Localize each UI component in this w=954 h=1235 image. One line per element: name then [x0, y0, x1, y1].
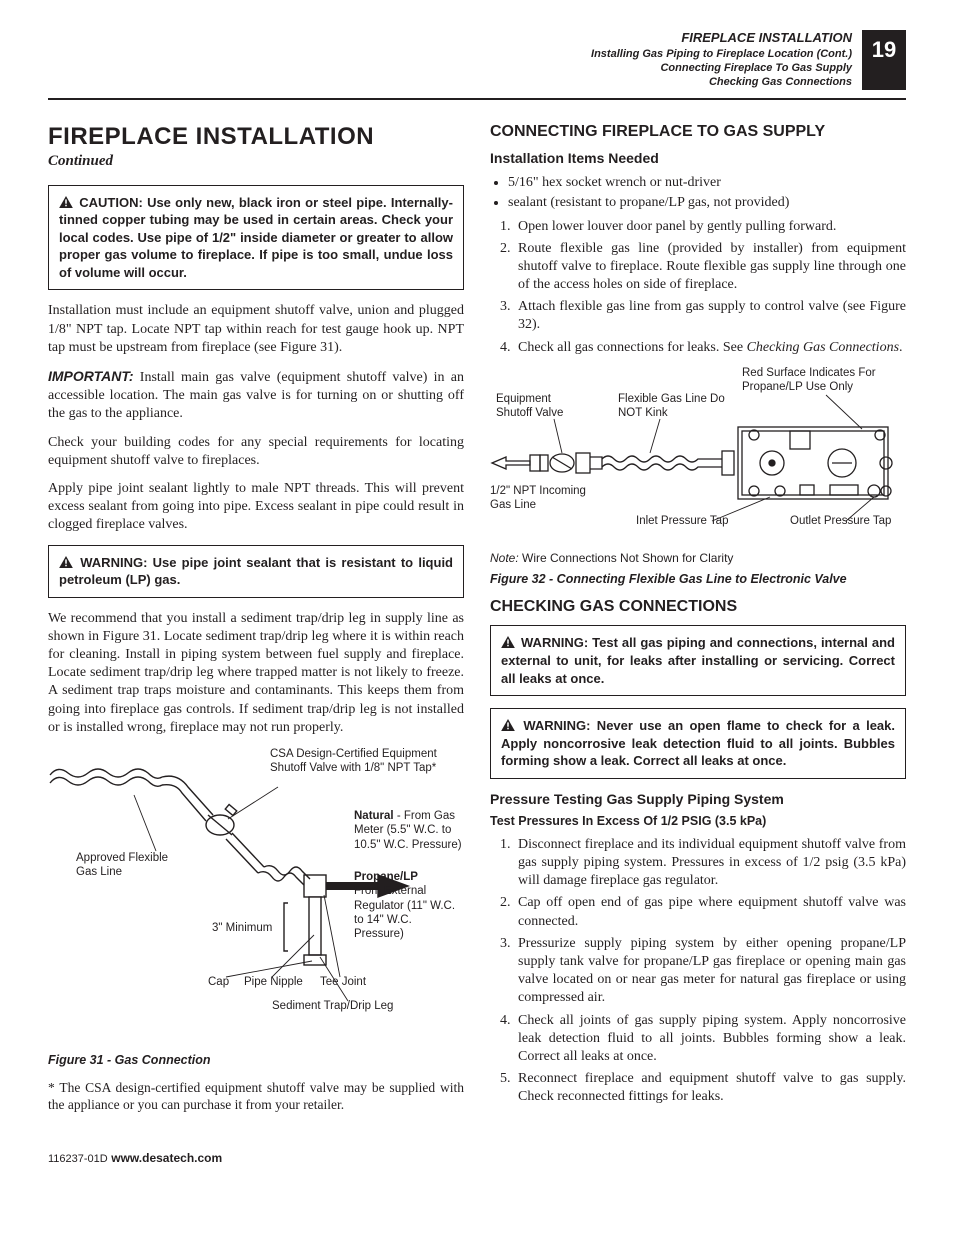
fig31-tee-label: Tee Joint [320, 975, 366, 989]
doc-id: 116237-01D [48, 1153, 108, 1165]
header-line-3: Connecting Fireplace To Gas Supply [591, 61, 852, 75]
warning-icon [501, 719, 515, 731]
fig31-sediment-label: Sediment Trap/Drip Leg [272, 999, 393, 1013]
page-number: 19 [862, 30, 906, 90]
list-item: Check all joints of gas supply piping sy… [514, 1012, 906, 1067]
fig31-caption: Figure 31 - Gas Connection [48, 1053, 464, 1069]
continued-label: Continued [48, 152, 464, 171]
fig31-flex-label: Approved Flexible Gas Line [76, 851, 186, 880]
fig32-flex-label: Flexible Gas Line Do NOT Kink [618, 393, 728, 421]
warning-lp-text: WARNING: Use pipe joint sealant that is … [59, 555, 453, 588]
paragraph-1: Installation must include an equipment s… [48, 302, 464, 357]
paragraph-3: Check your building codes for any specia… [48, 434, 464, 470]
heading-items-needed: Installation Items Needed [490, 150, 906, 168]
header-rule [48, 98, 906, 100]
warning-icon [501, 636, 515, 648]
main-title: FIREPLACE INSTALLATION [48, 122, 464, 152]
right-column: CONNECTING FIREPLACE TO GAS SUPPLY Insta… [490, 122, 906, 1124]
heading-connecting: CONNECTING FIREPLACE TO GAS SUPPLY [490, 122, 906, 142]
fig32-eqvalve-label: Equipment Shutoff Valve [496, 393, 586, 421]
list-item: Reconnect fireplace and equipment shutof… [514, 1070, 906, 1106]
fig32-red-label: Red Surface Indicates For Propane/LP Use… [742, 367, 902, 395]
pressure-steps: Disconnect fireplace and its individual … [490, 836, 906, 1107]
fig31-footnote: * The CSA design-certified equipment shu… [48, 1079, 464, 1114]
list-item: Route flexible gas line (provided by ins… [514, 240, 906, 295]
header-line-2: Installing Gas Piping to Fireplace Locat… [591, 47, 852, 61]
list-item: Attach flexible gas line from gas supply… [514, 298, 906, 334]
fig32-inlet-label: Inlet Pressure Tap [636, 515, 728, 529]
header-text-block: FIREPLACE INSTALLATION Installing Gas Pi… [591, 30, 852, 90]
items-needed-list: 5/16" hex socket wrench or nut-driver se… [490, 174, 906, 212]
fig31-cap-label: Cap [208, 975, 229, 989]
list-item: 5/16" hex socket wrench or nut-driver [508, 174, 906, 192]
paragraph-4: Apply pipe joint sealant lightly to male… [48, 480, 464, 535]
connect-steps: Open lower louver door panel by gently p… [490, 218, 906, 357]
list-item: Cap off open end of gas pipe where equip… [514, 894, 906, 930]
important-lead: IMPORTANT: [48, 368, 134, 384]
list-item: Open lower louver door panel by gently p… [514, 218, 906, 236]
warning-box-flame: WARNING: Never use an open flame to chec… [490, 708, 906, 779]
left-column: FIREPLACE INSTALLATION Continued CAUTION… [48, 122, 464, 1124]
fig31-csa-label: CSA Design-Certified Equipment Shutoff V… [270, 747, 440, 776]
figure-32: Red Surface Indicates For Propane/LP Use… [490, 367, 906, 547]
heading-pressure: Pressure Testing Gas Supply Piping Syste… [490, 791, 906, 809]
fig31-min-label: 3" Minimum [212, 921, 272, 935]
warning-icon [59, 556, 73, 568]
list-item: Check all gas connections for leaks. See… [514, 339, 906, 357]
list-item: sealant (resistant to propane/LP gas, no… [508, 194, 906, 212]
fig32-outlet-label: Outlet Pressure Tap [790, 515, 891, 529]
content-columns: FIREPLACE INSTALLATION Continued CAUTION… [48, 122, 906, 1124]
warning-box-test: WARNING: Test all gas piping and connect… [490, 625, 906, 696]
fig31-propane-label: Propane/LPFrom External Regulator (11" W… [354, 870, 464, 942]
fig31-natural-label: Natural - From Gas Meter (5.5" W.C. to 1… [354, 809, 464, 852]
footer-url: www.desatech.com [111, 1151, 222, 1165]
paragraph-2: IMPORTANT: Install main gas valve (equip… [48, 367, 464, 424]
warning-flame-text: WARNING: Never use an open flame to chec… [501, 718, 895, 768]
footer: 116237-01D www.desatech.com [48, 1150, 906, 1168]
list-item: Pressurize supply piping system by eithe… [514, 935, 906, 1008]
heading-test-pressures: Test Pressures In Excess Of 1/2 PSIG (3.… [490, 814, 906, 830]
fig32-note: Note: Wire Connections Not Shown for Cla… [490, 551, 906, 566]
header-line-1: FIREPLACE INSTALLATION [591, 30, 852, 47]
caution-text: CAUTION: Use only new, black iron or ste… [59, 195, 453, 280]
warning-icon [59, 196, 73, 208]
heading-checking: CHECKING GAS CONNECTIONS [490, 597, 906, 617]
warning-test-text: WARNING: Test all gas piping and connect… [501, 635, 895, 685]
header-line-4: Checking Gas Connections [591, 75, 852, 89]
caution-box: CAUTION: Use only new, black iron or ste… [48, 185, 464, 291]
page-header: FIREPLACE INSTALLATION Installing Gas Pi… [48, 30, 906, 90]
list-item: Disconnect fireplace and its individual … [514, 836, 906, 891]
fig32-incoming-label: 1/2" NPT Incoming Gas Line [490, 485, 610, 513]
warning-box-lp: WARNING: Use pipe joint sealant that is … [48, 545, 464, 598]
fig32-caption: Figure 32 - Connecting Flexible Gas Line… [490, 572, 906, 588]
paragraph-5: We recommend that you install a sediment… [48, 610, 464, 737]
figure-31: CSA Design-Certified Equipment Shutoff V… [48, 747, 464, 1047]
fig31-nipple-label: Pipe Nipple [244, 975, 303, 989]
